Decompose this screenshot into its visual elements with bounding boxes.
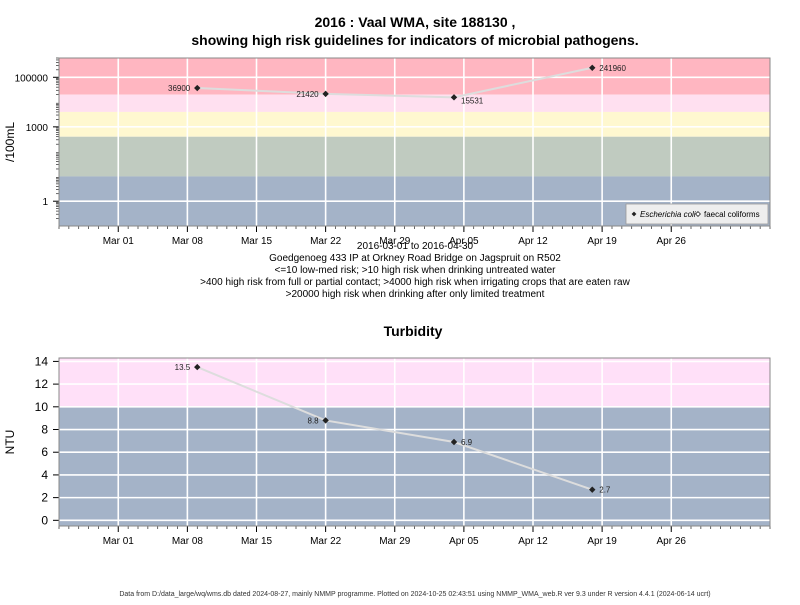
x-tick-label: Apr 12 bbox=[518, 236, 548, 247]
x-tick-label: Mar 01 bbox=[103, 536, 135, 547]
y-tick-label: 6 bbox=[41, 445, 48, 459]
x-tick-label: Apr 12 bbox=[518, 536, 548, 547]
x-tick-label: Mar 15 bbox=[241, 236, 273, 247]
caption-line-3: <=10 low-med risk; >10 high risk when dr… bbox=[275, 265, 557, 276]
y-tick-label: 8 bbox=[41, 423, 48, 437]
x-tick-label: Mar 01 bbox=[103, 236, 135, 247]
microbial-chart: Mar 01 Mar 08 Mar 15 Mar 22 Mar 29 Apr 05 Apr … bbox=[3, 57, 771, 247]
data-label: 36900 bbox=[168, 84, 191, 93]
plot-frame bbox=[58, 57, 771, 227]
x-tick-label: Mar 08 bbox=[172, 536, 204, 547]
x-tick-label: Apr 26 bbox=[657, 536, 687, 547]
risk-band-1 bbox=[59, 58, 770, 95]
x-tick-label: Mar 08 bbox=[172, 236, 204, 247]
chart-title-line2: showing high risk guidelines for indicat… bbox=[191, 32, 638, 48]
turbidity-chart: Mar 01 Mar 08 Mar 15 Mar 22 Mar 29 Apr 05 Apr … bbox=[3, 354, 771, 547]
data-label: 13.5 bbox=[175, 363, 191, 372]
legend-marker bbox=[631, 211, 637, 217]
data-point bbox=[322, 90, 329, 98]
y-tick-label: 4 bbox=[41, 468, 48, 482]
y-axis-label: NTU bbox=[3, 430, 17, 455]
legend-entry: Escherichia coli bbox=[640, 210, 696, 219]
y-tick-label: 12 bbox=[35, 377, 49, 391]
risk-band-2 bbox=[59, 406, 770, 526]
x-tick-label: Mar 22 bbox=[310, 236, 342, 247]
plot-frame bbox=[58, 357, 771, 527]
x-tick-label: Apr 26 bbox=[657, 236, 687, 247]
x-tick-label: Apr 19 bbox=[587, 236, 617, 247]
risk-band-2 bbox=[59, 94, 770, 112]
risk-band-3 bbox=[59, 111, 770, 137]
legend-marker bbox=[695, 211, 701, 217]
legend-entry: faecal coliforms bbox=[704, 210, 760, 219]
data-point bbox=[450, 94, 458, 101]
series-line bbox=[196, 366, 593, 491]
series-line bbox=[197, 66, 593, 99]
data-label: 6.9 bbox=[461, 438, 473, 447]
y-tick-label: 1000 bbox=[26, 123, 49, 134]
y-tick-label: 1 bbox=[42, 197, 48, 208]
data-label: 21420 bbox=[296, 90, 319, 99]
caption-line-2: Goedgenoeg 433 IP at Orkney Road Bridge … bbox=[269, 253, 561, 264]
y-tick-label: 14 bbox=[35, 354, 49, 368]
x-tick-label: Apr 05 bbox=[449, 236, 479, 247]
x-tick-label: Mar 15 bbox=[241, 536, 273, 547]
data-label: 15531 bbox=[461, 96, 484, 105]
data-label: 241960 bbox=[599, 64, 626, 73]
y-tick-label: 10 bbox=[35, 400, 49, 414]
data-label: 2.7 bbox=[599, 486, 611, 495]
data-label: 8.8 bbox=[308, 416, 320, 425]
data-point bbox=[322, 417, 329, 424]
caption-line-1: 2016-03-01 to 2016-04-30 bbox=[357, 241, 474, 252]
y-tick-label: 100000 bbox=[15, 73, 49, 84]
data-point bbox=[194, 84, 201, 92]
data-point bbox=[589, 486, 596, 493]
y-tick-label: 2 bbox=[41, 491, 48, 505]
data-point bbox=[589, 64, 596, 71]
turbidity-title: Turbidity bbox=[384, 323, 443, 339]
footer-note: Data from D:/data_large/wq/wms.db dated … bbox=[119, 591, 710, 598]
y-tick-label: 0 bbox=[41, 513, 48, 527]
chart-title-line1: 2016 : Vaal WMA, site 188130 , bbox=[315, 14, 516, 30]
x-tick-label: Mar 29 bbox=[379, 236, 411, 247]
x-tick-label: Apr 19 bbox=[587, 536, 617, 547]
data-point bbox=[194, 363, 201, 371]
data-point bbox=[450, 438, 458, 446]
y-axis-label: /100mL bbox=[3, 122, 17, 162]
risk-band-1 bbox=[59, 358, 770, 407]
caption-line-5: >20000 high risk when drinking after onl… bbox=[286, 289, 545, 300]
risk-band-4 bbox=[59, 136, 770, 177]
x-tick-label: Apr 05 bbox=[449, 536, 479, 547]
x-tick-label: Mar 29 bbox=[379, 536, 411, 547]
x-tick-label: Mar 22 bbox=[310, 536, 342, 547]
caption-line-4: >400 high risk from full or partial cont… bbox=[200, 277, 630, 288]
